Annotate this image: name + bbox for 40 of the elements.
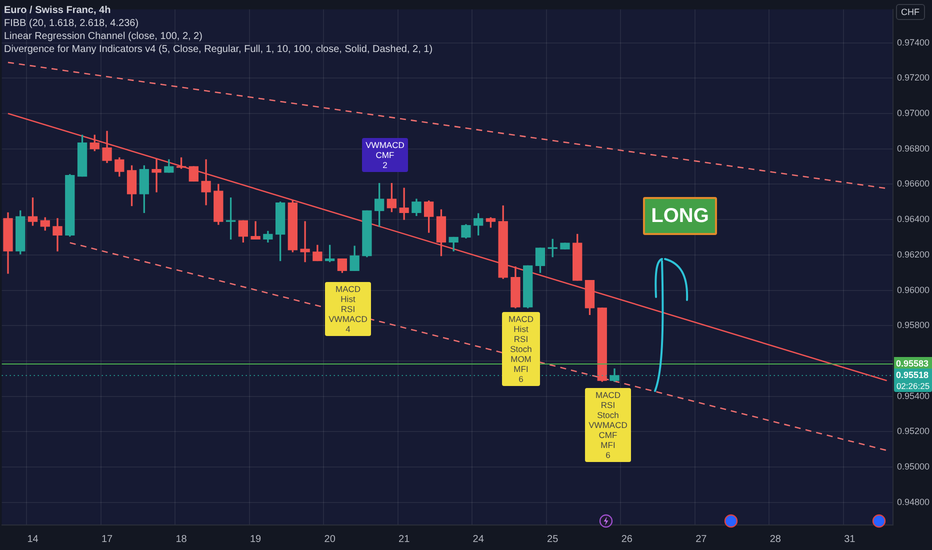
y-tick-label: 0.96000 — [897, 284, 930, 295]
annotation: VWMACD CMF 2 — [362, 138, 408, 172]
y-tick-label: 0.95200 — [897, 426, 930, 436]
annotation: LONG — [643, 197, 717, 235]
y-tick-label: 0.94800 — [897, 496, 930, 507]
candlestick — [188, 166, 198, 182]
x-tick-label: 21 — [398, 534, 410, 545]
text: 02:26:25 — [894, 380, 932, 392]
ref-line-label: 0.95583 — [896, 358, 929, 368]
x-tick-label: 20 — [324, 534, 336, 545]
annotation: MACD RSI Stoch VWMACD CMF MFI 6 — [585, 388, 631, 462]
x-tick-label: 19 — [250, 534, 262, 545]
text: FIBB (20, 1.618, 2.618, 4.236) Linear Regression Channel (close, 100, 2, 2) Divergence for Many Indicators v4 (5, Close, Regular, Full, 1, 10, 100, close, Solid, Dashed, 2, 1) — [4, 17, 433, 56]
y-tick-label: 0.95000 — [897, 462, 930, 472]
annotation: MACD Hist RSI VWMACD 4 — [325, 282, 371, 336]
y-tick-label: 0.97000 — [897, 108, 930, 118]
x-tick-label: 24 — [472, 534, 484, 545]
y-tick-label: 0.96200 — [897, 249, 930, 260]
x-tick-label: 18 — [176, 534, 188, 545]
x-tick-label: 28 — [770, 534, 782, 545]
y-tick-label: 0.97400 — [897, 37, 930, 48]
y-tick-label: 0.97200 — [897, 72, 930, 83]
x-tick-label: 14 — [27, 534, 39, 545]
y-tick-label: 0.96400 — [897, 214, 930, 224]
y-axis-title: CHF — [896, 4, 924, 20]
chart-title: Euro / Swiss Franc, 4h — [4, 5, 111, 16]
candlestick — [226, 197, 236, 240]
x-tick-label: 31 — [844, 534, 856, 545]
y-tick-label: 0.95800 — [897, 320, 930, 330]
x-tick-label: 17 — [101, 534, 114, 545]
y-tick-label: 0.96800 — [897, 143, 930, 154]
x-tick-label: 26 — [621, 534, 633, 545]
ref-line-label: 0.95518 — [896, 370, 929, 380]
x-tick-label: 25 — [547, 534, 559, 545]
y-tick-label: 0.96600 — [897, 178, 930, 189]
x-tick-label: 27 — [696, 534, 708, 545]
y-tick-label: 0.95400 — [897, 390, 930, 401]
candlestick — [560, 242, 570, 250]
annotation: MACD Hist RSI Stoch MOM MFI 6 — [502, 312, 540, 386]
candlestick — [176, 157, 186, 169]
